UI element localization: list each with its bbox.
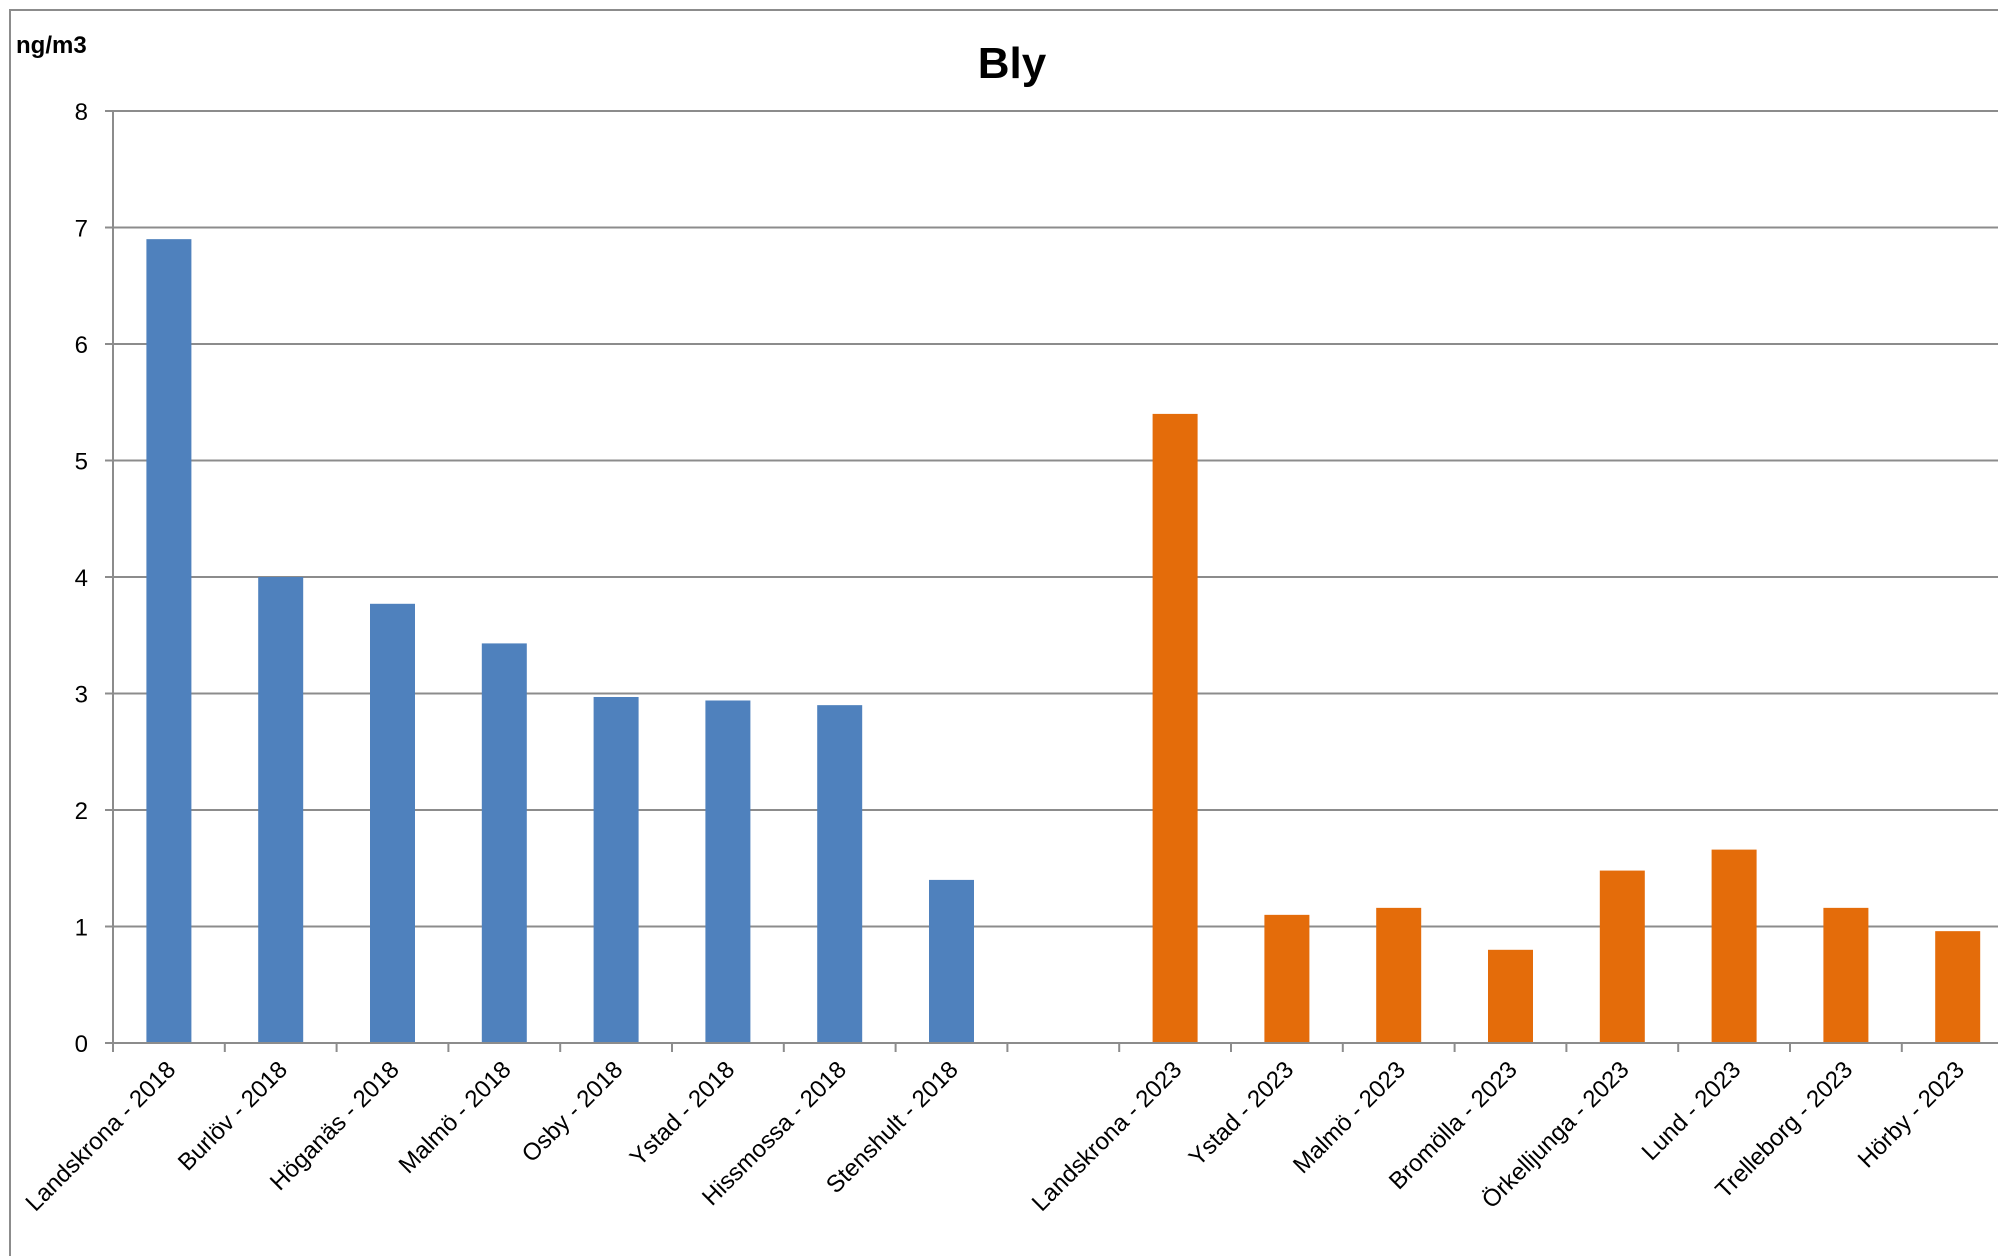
- y-tick-label: 8: [75, 99, 88, 126]
- bar-hörby-2023: [1935, 931, 1981, 1043]
- x-category-label: Malmö - 2023: [1288, 1056, 1411, 1179]
- chart-frame: [9, 9, 1998, 1256]
- bar-malmö-2018: [481, 643, 527, 1043]
- bar-burlöv-2018: [258, 577, 304, 1043]
- bar-osby-2018: [593, 696, 639, 1043]
- bar-landskrona-2018: [146, 239, 192, 1043]
- bar-ystad-2018: [705, 700, 751, 1043]
- y-tick-label: 2: [75, 798, 88, 825]
- bar-malmö-2023: [1376, 907, 1422, 1043]
- y-tick-label: 1: [75, 915, 88, 942]
- y-tick-label: 4: [75, 565, 88, 592]
- bar-trelleborg-2023: [1823, 907, 1869, 1043]
- y-axis-unit-label: ng/m3: [16, 32, 87, 59]
- bar-ystad-2023: [1264, 914, 1310, 1043]
- x-category-label: Ystad - 2018: [625, 1056, 740, 1171]
- y-tick-label: 5: [75, 449, 88, 476]
- gridlines: [113, 110, 1998, 928]
- bars: [146, 239, 1981, 1043]
- bar-hissmossa-2018: [817, 705, 863, 1043]
- x-category-label: Hörby - 2023: [1853, 1056, 1970, 1173]
- bar-stenshult-2018: [929, 879, 974, 1043]
- y-tick-label: 0: [75, 1031, 88, 1058]
- x-category-label: Landskrona - 2023: [1027, 1056, 1188, 1217]
- y-tick-label: 3: [75, 682, 88, 709]
- y-tick-label: 7: [75, 216, 88, 243]
- x-category-label: Lund - 2023: [1637, 1056, 1747, 1166]
- bar-lund-2023: [1711, 849, 1757, 1043]
- chart-title: Bly: [978, 39, 1047, 88]
- x-category-label: Burlöv - 2018: [173, 1056, 293, 1176]
- axes: [105, 110, 1998, 1052]
- x-category-label: Malmö - 2018: [394, 1056, 517, 1179]
- bar-örkelljunga-2023: [1599, 870, 1645, 1043]
- x-category-label: Osby - 2018: [517, 1056, 629, 1168]
- bar-höganäs-2018: [370, 603, 415, 1043]
- bar-bromölla-2023: [1488, 949, 1533, 1043]
- x-category-label: Landskrona - 2018: [21, 1056, 182, 1217]
- x-category-label: Ystad - 2023: [1184, 1056, 1299, 1171]
- bar-landskrona-2023: [1152, 413, 1198, 1043]
- y-tick-label: 6: [75, 332, 88, 359]
